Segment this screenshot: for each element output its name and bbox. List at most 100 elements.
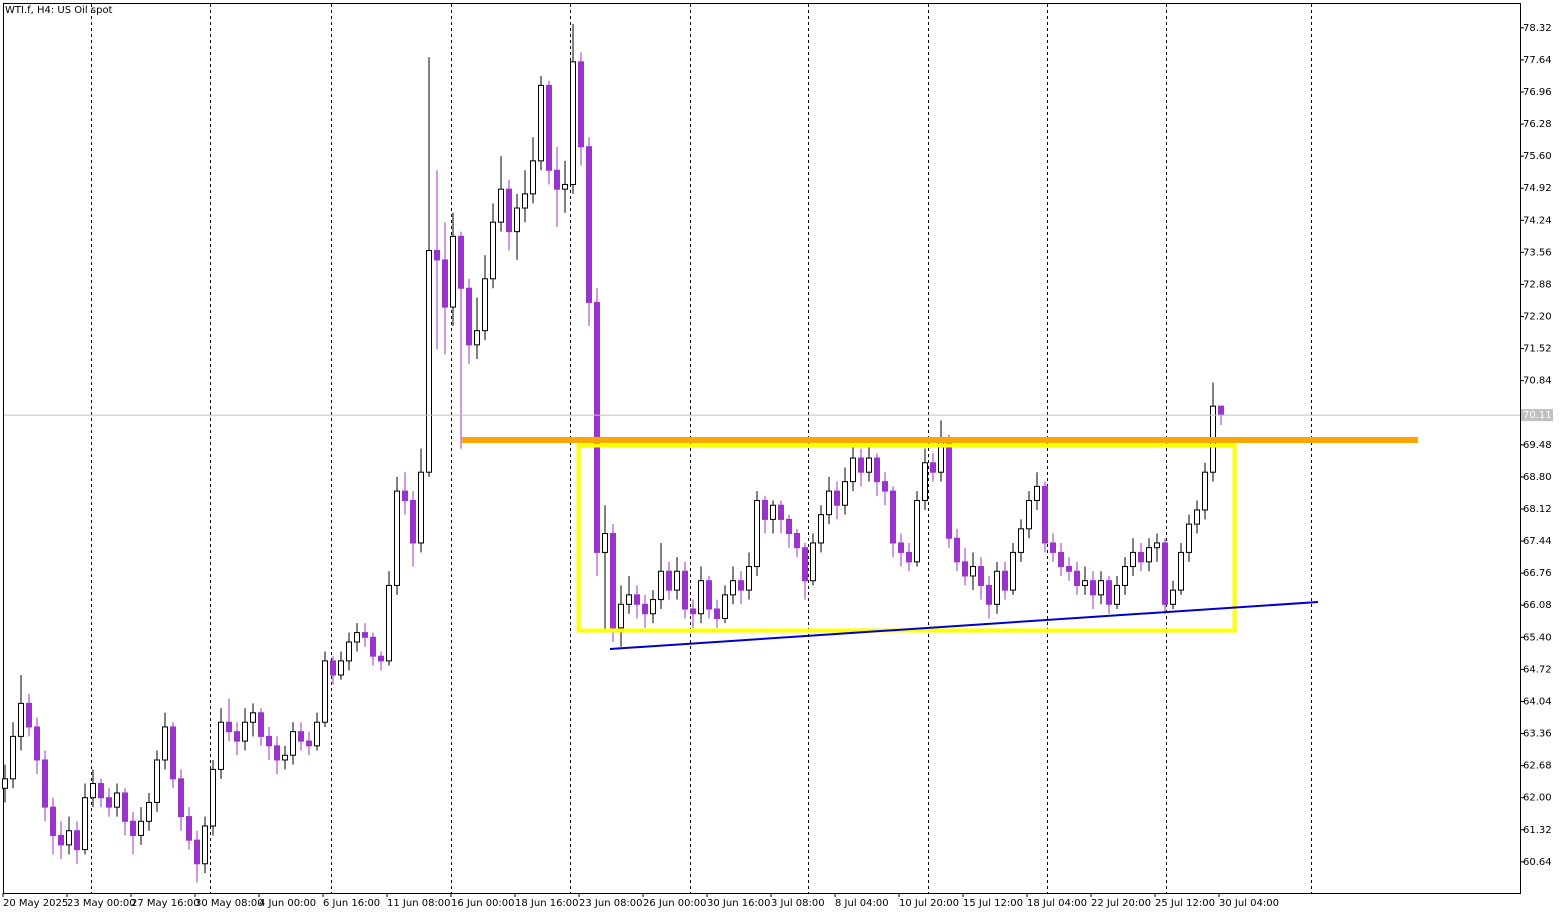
candle-body bbox=[778, 504, 784, 520]
candle-body bbox=[1202, 471, 1208, 511]
candle-body bbox=[242, 721, 248, 742]
x-tick-label: 23 Jun 08:00 bbox=[579, 898, 643, 909]
candle-body bbox=[986, 584, 992, 605]
candle-body bbox=[578, 61, 584, 148]
candle-body bbox=[746, 566, 752, 591]
y-tick-label: 72.20 bbox=[1523, 312, 1552, 323]
candle-body bbox=[178, 778, 184, 818]
candle-body bbox=[138, 820, 144, 836]
candle-body bbox=[258, 712, 264, 737]
candle-body bbox=[530, 160, 536, 195]
y-tick-label: 70.84 bbox=[1523, 376, 1552, 387]
candle-body bbox=[1090, 580, 1096, 596]
candle-body bbox=[106, 797, 112, 808]
separators bbox=[91, 4, 1312, 893]
x-tick-label: 8 Jul 04:00 bbox=[835, 898, 889, 909]
x-tick-label: 6 Jun 16:00 bbox=[323, 898, 380, 909]
candle-body bbox=[34, 726, 40, 761]
candle-body bbox=[770, 504, 776, 520]
candle-body bbox=[914, 500, 920, 563]
y-tick-label: 71.52 bbox=[1523, 344, 1552, 355]
candle-body bbox=[930, 462, 936, 473]
y-tick-label: 74.92 bbox=[1523, 183, 1552, 194]
candle-body bbox=[650, 599, 656, 615]
x-tick-label: 4 Jun 00:00 bbox=[259, 898, 316, 909]
y-tick-label: 78.32 bbox=[1523, 23, 1552, 34]
candle-body bbox=[162, 726, 168, 761]
x-tick-label: 23 May 00:00 bbox=[67, 898, 136, 909]
candle-body bbox=[378, 655, 384, 662]
candle-body bbox=[338, 660, 344, 676]
candle-body bbox=[546, 84, 552, 171]
y-tick-label: 60.64 bbox=[1523, 857, 1552, 868]
candle-body bbox=[538, 84, 544, 162]
candle-body bbox=[706, 580, 712, 610]
candle-body bbox=[794, 533, 800, 549]
y-tick-label: 64.72 bbox=[1523, 664, 1552, 675]
y-tick-label: 66.08 bbox=[1523, 600, 1552, 611]
candle-body bbox=[154, 759, 160, 803]
candle-body bbox=[426, 249, 432, 473]
x-tick-label: 18 Jul 04:00 bbox=[1027, 898, 1087, 909]
candle-body bbox=[826, 490, 832, 516]
y-tick-label: 63.36 bbox=[1523, 729, 1552, 740]
candle-body bbox=[626, 594, 632, 605]
candle-body bbox=[1082, 580, 1088, 586]
x-tick-label: 26 Jun 00:00 bbox=[643, 898, 707, 909]
candle-body bbox=[42, 759, 48, 808]
candle-body bbox=[498, 188, 504, 223]
candle-body bbox=[26, 702, 32, 728]
candle-body bbox=[346, 641, 352, 662]
candle-body bbox=[522, 193, 528, 209]
x-tick-label: 30 Jul 04:00 bbox=[1219, 898, 1279, 909]
y-tick-label: 77.64 bbox=[1523, 55, 1552, 66]
candle-body bbox=[202, 825, 208, 865]
candle-body bbox=[18, 702, 24, 737]
candle-body bbox=[1146, 547, 1152, 563]
candle-body bbox=[1138, 551, 1144, 563]
candle-body bbox=[514, 207, 520, 233]
candle-body bbox=[1018, 528, 1024, 553]
candle-body bbox=[922, 462, 928, 502]
candle-body bbox=[722, 594, 728, 619]
candle-body bbox=[250, 712, 256, 723]
candle-body bbox=[738, 580, 744, 591]
x-tick-label: 11 Jun 08:00 bbox=[387, 898, 451, 909]
candle-body bbox=[458, 235, 464, 289]
candle-body bbox=[322, 660, 328, 723]
candle-body bbox=[434, 249, 440, 261]
candle-body bbox=[282, 754, 288, 761]
candle-body bbox=[946, 438, 952, 539]
candle-body bbox=[1170, 589, 1176, 605]
candle-body bbox=[786, 518, 792, 535]
y-tick-label: 67.44 bbox=[1523, 536, 1552, 547]
last-price-box bbox=[1521, 409, 1553, 422]
candle-body bbox=[2, 778, 8, 789]
candle-body bbox=[490, 221, 496, 280]
candle-body bbox=[98, 783, 104, 799]
candle-body bbox=[642, 603, 648, 615]
candle-body bbox=[1130, 551, 1136, 568]
candle-body bbox=[898, 542, 904, 553]
y-tick-label: 61.32 bbox=[1523, 825, 1552, 836]
candle-body bbox=[266, 735, 272, 747]
candle-body bbox=[802, 547, 808, 582]
candle-body bbox=[610, 533, 616, 629]
candle-body bbox=[682, 570, 688, 610]
candle-body bbox=[562, 183, 568, 190]
candle-body bbox=[1162, 542, 1168, 605]
y-tick-label: 73.56 bbox=[1523, 247, 1552, 258]
candle-body bbox=[666, 570, 672, 591]
candle-body bbox=[82, 797, 88, 851]
candle-body bbox=[834, 490, 840, 506]
candle-body bbox=[10, 735, 16, 780]
y-tick-label: 74.24 bbox=[1523, 215, 1552, 226]
candle-body bbox=[754, 500, 760, 568]
range-box bbox=[576, 443, 1237, 633]
candle-body bbox=[658, 570, 664, 601]
candle-body bbox=[890, 490, 896, 544]
candle-body bbox=[50, 806, 56, 836]
candle-body bbox=[210, 768, 216, 827]
candle-body bbox=[66, 830, 72, 846]
